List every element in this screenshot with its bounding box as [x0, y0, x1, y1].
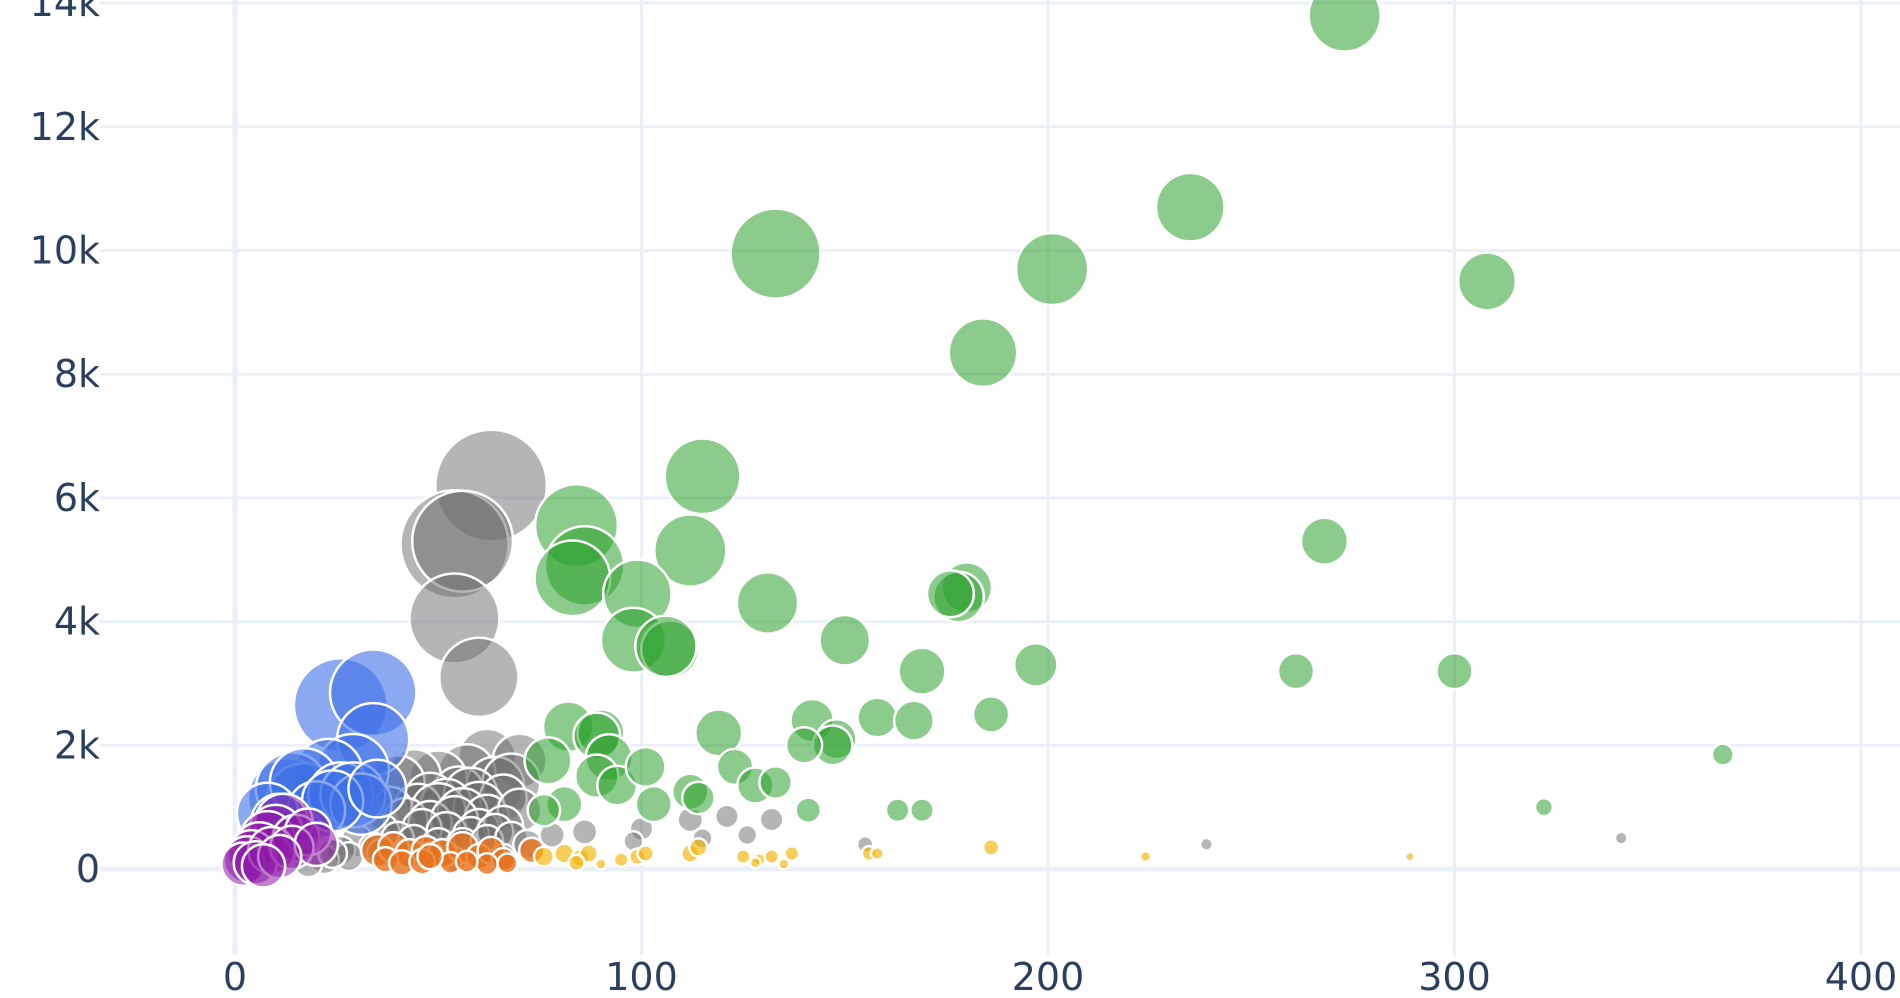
bubble-point[interactable]: [496, 852, 519, 875]
bubble-point[interactable]: [856, 696, 899, 739]
y-tick-label: 0: [76, 847, 100, 891]
bubble-point[interactable]: [892, 699, 935, 742]
bubble-point[interactable]: [680, 780, 716, 816]
x-tick-label: 200: [1012, 955, 1085, 998]
bubble-point[interactable]: [1198, 836, 1215, 852]
bubble-point[interactable]: [636, 844, 655, 863]
bubble-point[interactable]: [624, 745, 667, 788]
bubble-point[interactable]: [735, 571, 800, 635]
bubble-point[interactable]: [688, 837, 709, 858]
y-tick-label: 4k: [54, 600, 100, 644]
bubble-point[interactable]: [694, 708, 744, 758]
bubble-point[interactable]: [758, 764, 794, 800]
bubble-point[interactable]: [594, 857, 608, 871]
bubble-series: [359, 830, 546, 877]
bubble-point[interactable]: [1154, 171, 1226, 243]
bubble-point[interactable]: [1435, 651, 1474, 691]
bubble-point[interactable]: [1012, 642, 1059, 688]
y-tick-label: 10k: [30, 229, 100, 273]
bubble-point[interactable]: [1456, 251, 1518, 312]
bubble-point[interactable]: [884, 797, 911, 824]
x-tick-label: 100: [605, 955, 678, 998]
bubble-point[interactable]: [713, 803, 740, 830]
y-tick-label: 14k: [30, 0, 100, 25]
bubble-point[interactable]: [783, 845, 801, 862]
bubble-point[interactable]: [947, 317, 1019, 389]
y-tick-label: 6k: [54, 476, 100, 520]
bubble-point[interactable]: [567, 853, 586, 873]
x-tick-label: 300: [1418, 955, 1491, 998]
bubble-point[interactable]: [1299, 516, 1350, 566]
bubble-point[interactable]: [454, 849, 479, 874]
bubble-point[interactable]: [532, 845, 556, 868]
bubble-point[interactable]: [1613, 830, 1629, 846]
bubble-point[interactable]: [663, 437, 742, 516]
bubble-point[interactable]: [784, 726, 824, 765]
bubble-point[interactable]: [533, 539, 612, 618]
bubble-point[interactable]: [416, 842, 444, 871]
bubble-point[interactable]: [925, 569, 976, 619]
bubble-point[interactable]: [438, 636, 520, 719]
bubble-point[interactable]: [818, 613, 872, 667]
bubble-point[interactable]: [526, 792, 562, 828]
y-tick-label: 2k: [54, 723, 100, 767]
bubble-point[interactable]: [634, 614, 698, 679]
bubble-point[interactable]: [981, 838, 1001, 857]
bubble-point[interactable]: [474, 852, 500, 877]
bubble-point[interactable]: [758, 806, 785, 833]
bubble-point[interactable]: [653, 513, 728, 588]
bubble-series: [523, 0, 1735, 828]
bubble-point[interactable]: [971, 695, 1011, 734]
bubble-point[interactable]: [1276, 651, 1316, 691]
bubble-point[interactable]: [748, 856, 762, 870]
bubble-point[interactable]: [869, 845, 885, 862]
bubble-point[interactable]: [570, 818, 599, 846]
bubble-point[interactable]: [734, 848, 752, 866]
bubble-point[interactable]: [897, 646, 947, 696]
bubble-layer: [220, 0, 1735, 889]
bubble-point[interactable]: [794, 796, 823, 825]
bubble-point[interactable]: [612, 851, 630, 869]
bubble-point[interactable]: [736, 823, 759, 847]
bubble-point[interactable]: [1307, 0, 1382, 53]
bubble-point[interactable]: [729, 207, 822, 300]
bubble-point[interactable]: [634, 784, 673, 824]
y-tick-label: 8k: [54, 352, 100, 396]
bubble-point[interactable]: [909, 797, 935, 824]
bubble-series: [220, 792, 340, 889]
bubble-point[interactable]: [240, 843, 287, 889]
bubble-point[interactable]: [763, 848, 781, 866]
x-tick-label: 400: [1825, 955, 1898, 998]
bubble-point[interactable]: [777, 857, 791, 871]
tick-labels: 0 100 200 300 400 0 2k 4k 6k 8k 10k 12k 14k: [30, 0, 1898, 998]
x-tick-label: 0: [223, 955, 247, 998]
bubble-point[interactable]: [1533, 796, 1555, 818]
bubble-point[interactable]: [1710, 742, 1735, 767]
bubble-point[interactable]: [347, 758, 408, 819]
bubble-series: [532, 837, 1416, 873]
bubble-point[interactable]: [1404, 850, 1416, 863]
bubble-point[interactable]: [1138, 849, 1153, 864]
y-tick-label: 12k: [30, 105, 100, 149]
bubble-point[interactable]: [523, 736, 573, 786]
bubble-point[interactable]: [1014, 231, 1090, 307]
